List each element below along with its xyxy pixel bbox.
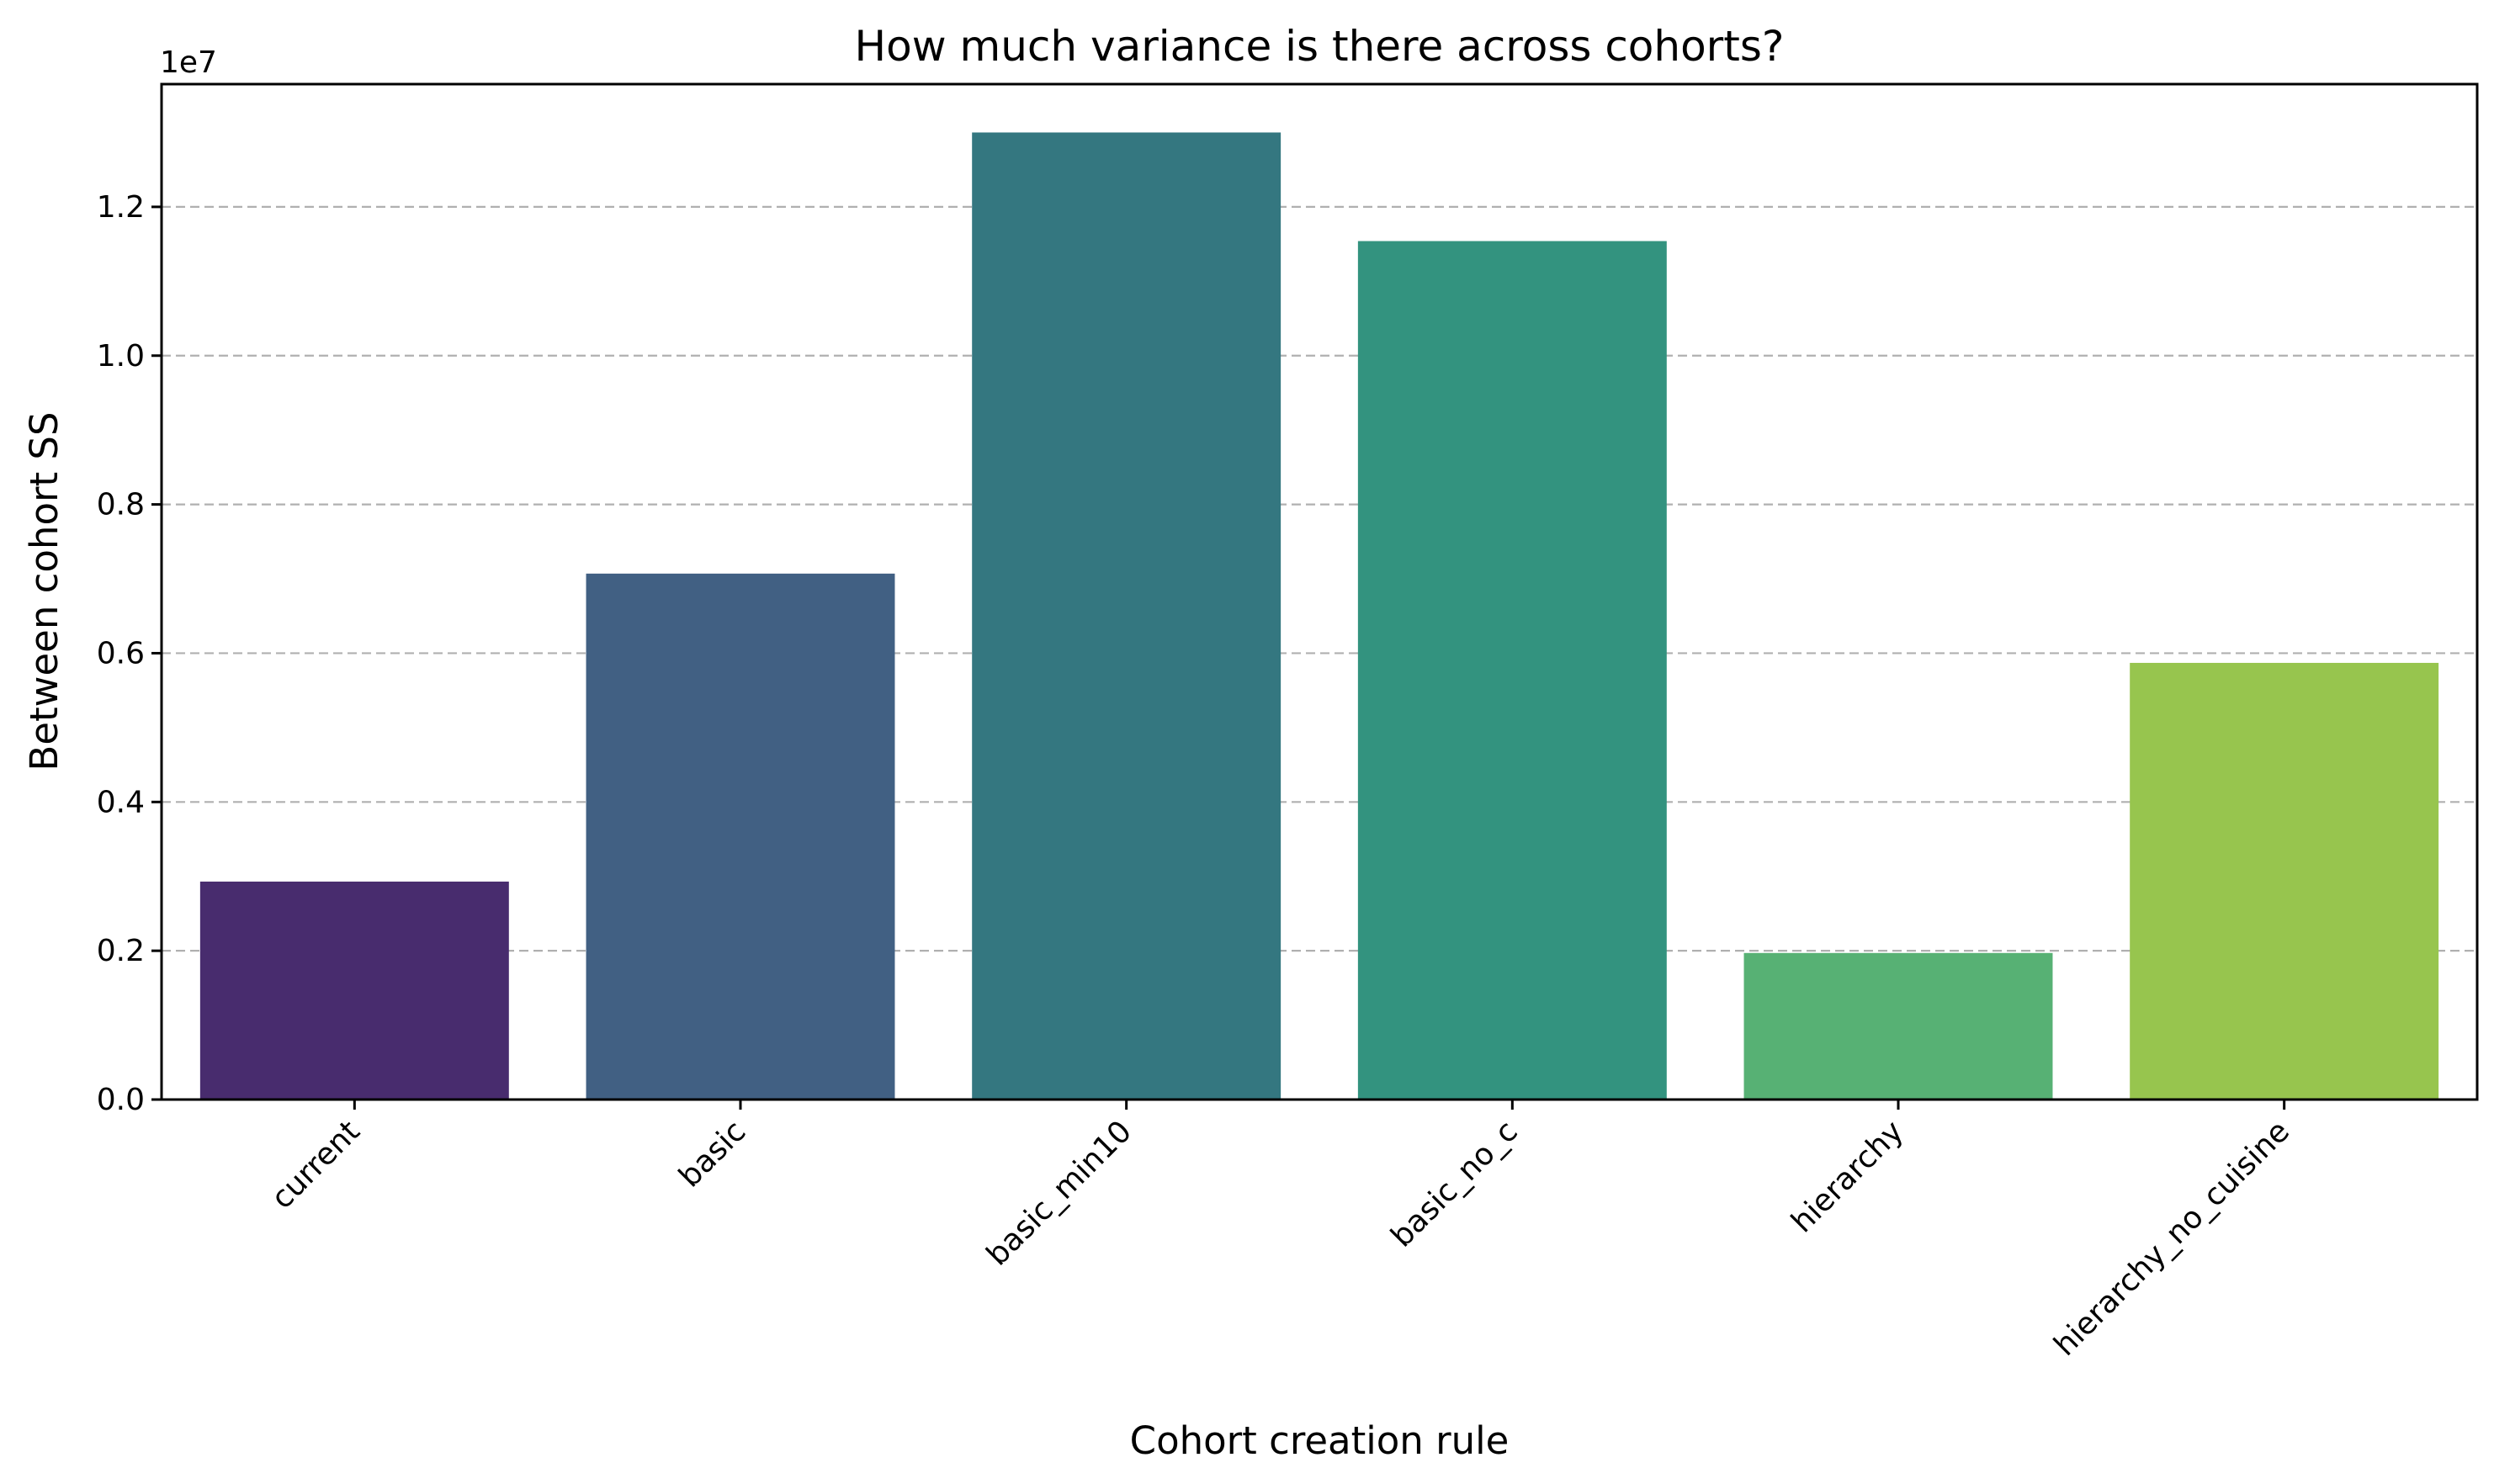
y-tick-label: 0.8 xyxy=(97,488,145,522)
bar-hierarchy_no_cuisine xyxy=(2130,662,2439,1100)
bar-basic_min10 xyxy=(972,132,1281,1100)
y-axis-offset-label: 1e7 xyxy=(160,45,217,80)
chart-title: How much variance is there across cohort… xyxy=(855,22,1785,71)
y-tick-label: 1.0 xyxy=(97,339,145,374)
plot-frame xyxy=(160,82,2479,1101)
y-tick-label: 0.2 xyxy=(97,934,145,968)
x-tick-label: current xyxy=(265,1114,367,1216)
y-tick-label: 1.2 xyxy=(97,190,145,225)
bar-basic xyxy=(586,573,895,1100)
bar-current xyxy=(199,881,509,1100)
x-tick-label: basic_min10 xyxy=(980,1114,1138,1272)
y-axis-label: Between cohort SS xyxy=(22,411,66,771)
y-tick-label: 0.0 xyxy=(97,1083,145,1117)
x-tick-label: hierarchy_no_cuisine xyxy=(2048,1114,2297,1363)
y-axis-ticks: 0.0 0.2 0.4 0.6 0.8 1.0 1.2 xyxy=(97,190,162,1117)
x-axis-label: Cohort creation rule xyxy=(1130,1418,1510,1463)
bar-hierarchy xyxy=(1743,952,2053,1100)
bars xyxy=(199,132,2439,1100)
x-tick-label: hierarchy xyxy=(1785,1114,1910,1239)
x-tick-label: basic_no_c xyxy=(1384,1114,1524,1253)
x-tick-label: basic xyxy=(672,1114,752,1194)
y-tick-label: 0.4 xyxy=(97,785,145,819)
y-tick-label: 0.6 xyxy=(97,636,145,670)
x-axis-ticks: current basic basic_min10 basic_no_c hierarc… xyxy=(265,1100,2296,1363)
bar-basic_no_c xyxy=(1357,241,1667,1100)
